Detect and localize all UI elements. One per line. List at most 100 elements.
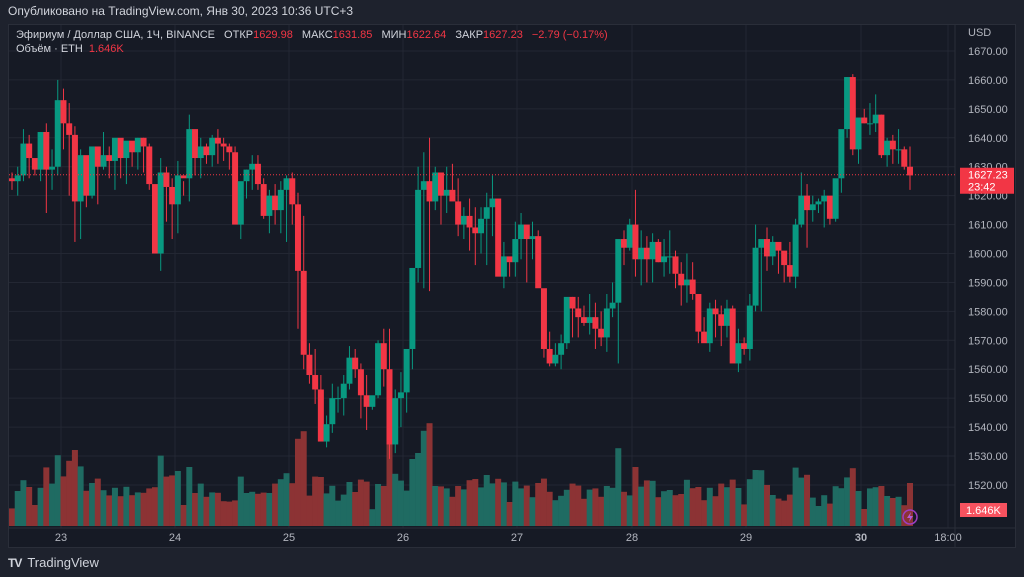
candle-body xyxy=(506,256,513,263)
lightning-bolt-icon xyxy=(907,512,913,522)
volume-bar xyxy=(26,487,33,526)
candle-body xyxy=(49,166,56,170)
volume-bar xyxy=(214,492,221,526)
candle-body xyxy=(140,137,147,147)
candle-body xyxy=(426,181,433,202)
candle-body xyxy=(735,343,742,364)
candle-body xyxy=(163,172,170,187)
candle-body xyxy=(306,354,313,376)
volume-bar xyxy=(758,470,765,526)
candle-body xyxy=(460,215,467,225)
candle-body xyxy=(214,137,221,144)
volume-bar xyxy=(878,486,885,526)
volume-bar xyxy=(397,480,404,526)
volume-bar xyxy=(106,495,113,526)
candle-body xyxy=(232,152,239,225)
candle-body xyxy=(83,155,90,196)
volume-bar xyxy=(197,483,204,526)
candle-body xyxy=(535,236,542,289)
candle-body xyxy=(203,146,210,156)
volume-bar xyxy=(575,485,582,526)
volume-bar xyxy=(466,480,473,526)
volume-bar xyxy=(43,467,50,526)
volume-bar xyxy=(735,488,742,526)
volume-bar xyxy=(895,496,902,526)
candle-body xyxy=(260,184,267,216)
candle-body xyxy=(272,195,279,211)
volume-bar xyxy=(157,455,164,526)
candle-body xyxy=(20,143,27,176)
time-tick: 30 xyxy=(855,532,867,544)
candle-body xyxy=(443,189,450,196)
tradingview-brand[interactable]: TV TradingView xyxy=(8,555,99,570)
candle-body xyxy=(363,395,370,407)
volume-bar xyxy=(20,480,27,526)
volume-row: Объём · ETH 1.646K xyxy=(16,42,608,56)
price-tick: 1570.00 xyxy=(968,335,1008,347)
price-tick: 1670.00 xyxy=(968,46,1008,58)
volume-bar xyxy=(512,481,519,526)
volume-bar xyxy=(415,453,422,526)
volume-bar xyxy=(723,487,730,526)
time-tick: 18:00 xyxy=(934,532,962,544)
volume-value: 1.646K xyxy=(88,43,124,55)
volume-bar xyxy=(626,495,633,526)
volume-bar xyxy=(357,479,364,526)
volume-bar xyxy=(643,480,650,526)
volume-bar xyxy=(764,485,771,526)
volume-badge xyxy=(960,503,1007,517)
candle-body xyxy=(169,186,176,205)
candle-body xyxy=(340,383,347,399)
volume-bar xyxy=(186,467,193,526)
volume-bar xyxy=(907,483,913,526)
volume-bar xyxy=(678,494,685,526)
volume-bar xyxy=(306,495,313,526)
candle-body xyxy=(220,143,227,147)
volume-badge-value: 1.646K xyxy=(966,505,1002,517)
volume-bar xyxy=(277,479,284,526)
volume-bar xyxy=(312,476,319,526)
volume-bar xyxy=(781,500,788,526)
candle-body xyxy=(386,369,393,445)
volume-bar xyxy=(809,497,816,526)
candle-body xyxy=(718,314,725,326)
volume-bar xyxy=(603,486,610,526)
symbol-title[interactable]: Эфириум / Доллар США, 1Ч, BINANCE xyxy=(16,29,215,41)
candle-body xyxy=(569,296,576,309)
volume-bar xyxy=(661,491,668,526)
candle-body xyxy=(392,398,399,445)
candle-body xyxy=(552,354,559,364)
candle-body xyxy=(289,178,296,205)
volume-bar xyxy=(100,490,107,526)
candle-body xyxy=(380,343,387,370)
candle-body xyxy=(563,296,570,344)
price-tick: 1650.00 xyxy=(968,104,1008,116)
volume-bar xyxy=(14,491,21,526)
lightning-event-icon[interactable] xyxy=(902,509,918,525)
candle-body xyxy=(706,308,713,344)
volume-bar xyxy=(821,495,828,526)
candle-body xyxy=(838,129,845,179)
volume-label[interactable]: Объём · ETH xyxy=(16,43,83,55)
volume-bar xyxy=(649,480,656,526)
volume-bar xyxy=(609,487,616,526)
volume-bar xyxy=(54,455,61,526)
volume-bar xyxy=(706,487,713,526)
tradingview-logo-icon: TV xyxy=(8,555,22,570)
candle-body xyxy=(621,239,628,248)
volume-bar xyxy=(655,497,662,526)
published-caption: Опубликовано на TradingView.com, Янв 30,… xyxy=(8,4,354,18)
volume-bar xyxy=(523,485,530,526)
candle-body xyxy=(403,348,410,393)
time-tick: 29 xyxy=(740,532,752,544)
volume-bar xyxy=(712,496,719,526)
last-price-value: 1627.23 xyxy=(968,170,1008,182)
time-tick: 26 xyxy=(397,532,409,544)
volume-bar xyxy=(123,486,130,526)
volume-bar xyxy=(49,483,56,526)
volume-bar xyxy=(495,478,502,526)
low-value: 1622.64 xyxy=(406,29,447,41)
volume-bar xyxy=(294,438,301,526)
candle-body xyxy=(346,357,353,384)
